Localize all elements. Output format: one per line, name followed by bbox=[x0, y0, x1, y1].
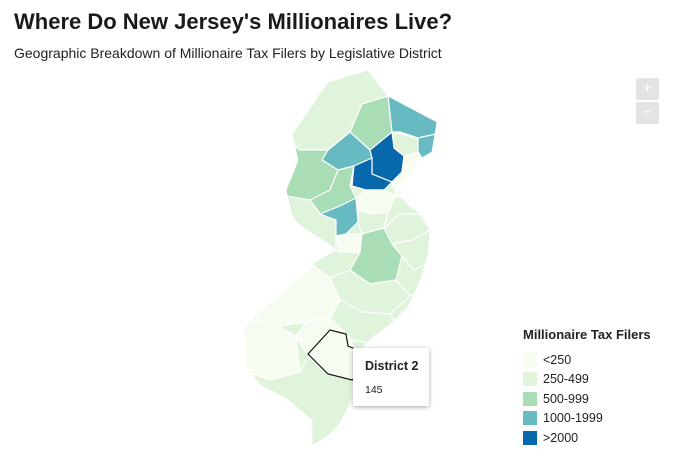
district-tooltip: District 2 145 bbox=[353, 348, 429, 406]
legend-swatch bbox=[523, 391, 537, 406]
map-title: Where Do New Jersey's Millionaires Live? bbox=[14, 9, 453, 34]
legend-label: 500-999 bbox=[543, 391, 589, 406]
district-28[interactable] bbox=[351, 157, 393, 191]
district-37-north[interactable] bbox=[387, 95, 440, 139]
zoom-out-button[interactable]: − bbox=[636, 102, 659, 124]
state-outline bbox=[243, 69, 438, 447]
legend-item: >2000 bbox=[523, 428, 651, 448]
legend-swatch bbox=[523, 352, 537, 367]
legend-label: 250-499 bbox=[543, 372, 589, 387]
tooltip-filer-count: 145 bbox=[365, 384, 383, 396]
legend-label: >2000 bbox=[543, 430, 579, 445]
tooltip-district-name: District 2 bbox=[365, 359, 419, 373]
legend-label: 1000-1999 bbox=[543, 411, 603, 426]
legend-label: <250 bbox=[543, 352, 572, 367]
legend-title: Millionaire Tax Filers bbox=[523, 327, 651, 342]
zoom-in-button[interactable]: + bbox=[636, 78, 659, 100]
legend-swatch bbox=[523, 430, 537, 445]
legend-item: 500-999 bbox=[523, 389, 651, 409]
legend-swatch bbox=[523, 411, 537, 426]
legend-item: <250 bbox=[523, 350, 651, 370]
district-17[interactable] bbox=[335, 233, 363, 253]
map-subtitle: Geographic Breakdown of Millionaire Tax … bbox=[14, 45, 442, 61]
legend: Millionaire Tax Filers <250 250-499 500-… bbox=[523, 327, 651, 448]
legend-item: 250-499 bbox=[523, 370, 651, 390]
legend-swatch bbox=[523, 372, 537, 387]
legend-item: 1000-1999 bbox=[523, 409, 651, 429]
district-21[interactable] bbox=[319, 197, 359, 237]
